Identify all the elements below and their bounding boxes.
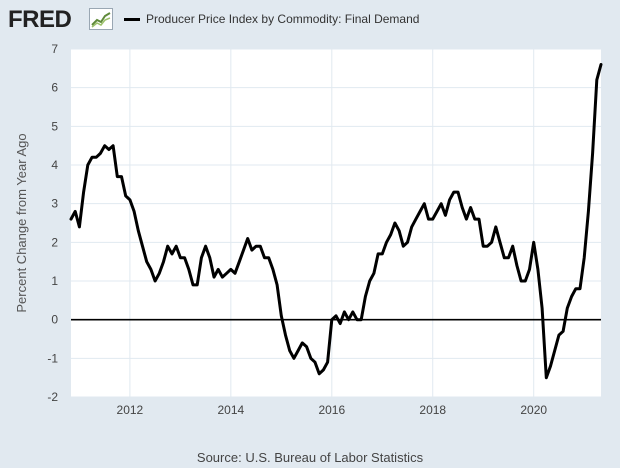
chart-header: FRED Producer Price Index by Commodity: … xyxy=(0,0,620,42)
x-tick-label: 2016 xyxy=(318,403,345,417)
plot-area xyxy=(71,49,601,397)
y-tick-label: 5 xyxy=(51,119,58,133)
y-tick-label: -1 xyxy=(47,351,58,365)
y-tick-label: 3 xyxy=(51,197,58,211)
y-tick-label: 6 xyxy=(51,81,58,95)
y-tick-label: 7 xyxy=(51,42,58,56)
x-tick-label: 2012 xyxy=(117,403,144,417)
fred-logo[interactable]: FRED xyxy=(8,6,72,33)
series-group xyxy=(69,63,603,380)
legend-label: Producer Price Index by Commodity: Final… xyxy=(146,12,420,26)
gridlines xyxy=(71,48,601,398)
y-tick-label: 0 xyxy=(51,313,58,327)
x-tick-label: 2014 xyxy=(217,403,244,417)
y-axis-tick-labels: -2 -1 0 1 2 3 4 5 6 7 xyxy=(47,42,58,404)
y-tick-label: 1 xyxy=(51,274,58,288)
y-tick-label: -2 xyxy=(47,390,58,404)
chart-legend: Producer Price Index by Commodity: Final… xyxy=(124,10,419,28)
y-tick-label: 4 xyxy=(51,158,58,172)
x-axis-tick-labels: 2012 2014 2016 2018 2020 xyxy=(117,403,548,417)
x-tick-label: 2020 xyxy=(520,403,547,417)
y-axis-label: Percent Change from Year Ago xyxy=(14,133,29,312)
x-tick-label: 2018 xyxy=(419,403,446,417)
series-line xyxy=(69,63,603,380)
y-tick-label: 2 xyxy=(51,235,58,249)
line-chart: -2 -1 0 1 2 3 4 5 6 7 2012 2014 2016 2018 2020 Percen… xyxy=(14,42,603,417)
source-note: Source: U.S. Bureau of Labor Statistics xyxy=(196,450,424,465)
line-chart-icon xyxy=(89,8,113,30)
legend-swatch xyxy=(124,17,140,21)
